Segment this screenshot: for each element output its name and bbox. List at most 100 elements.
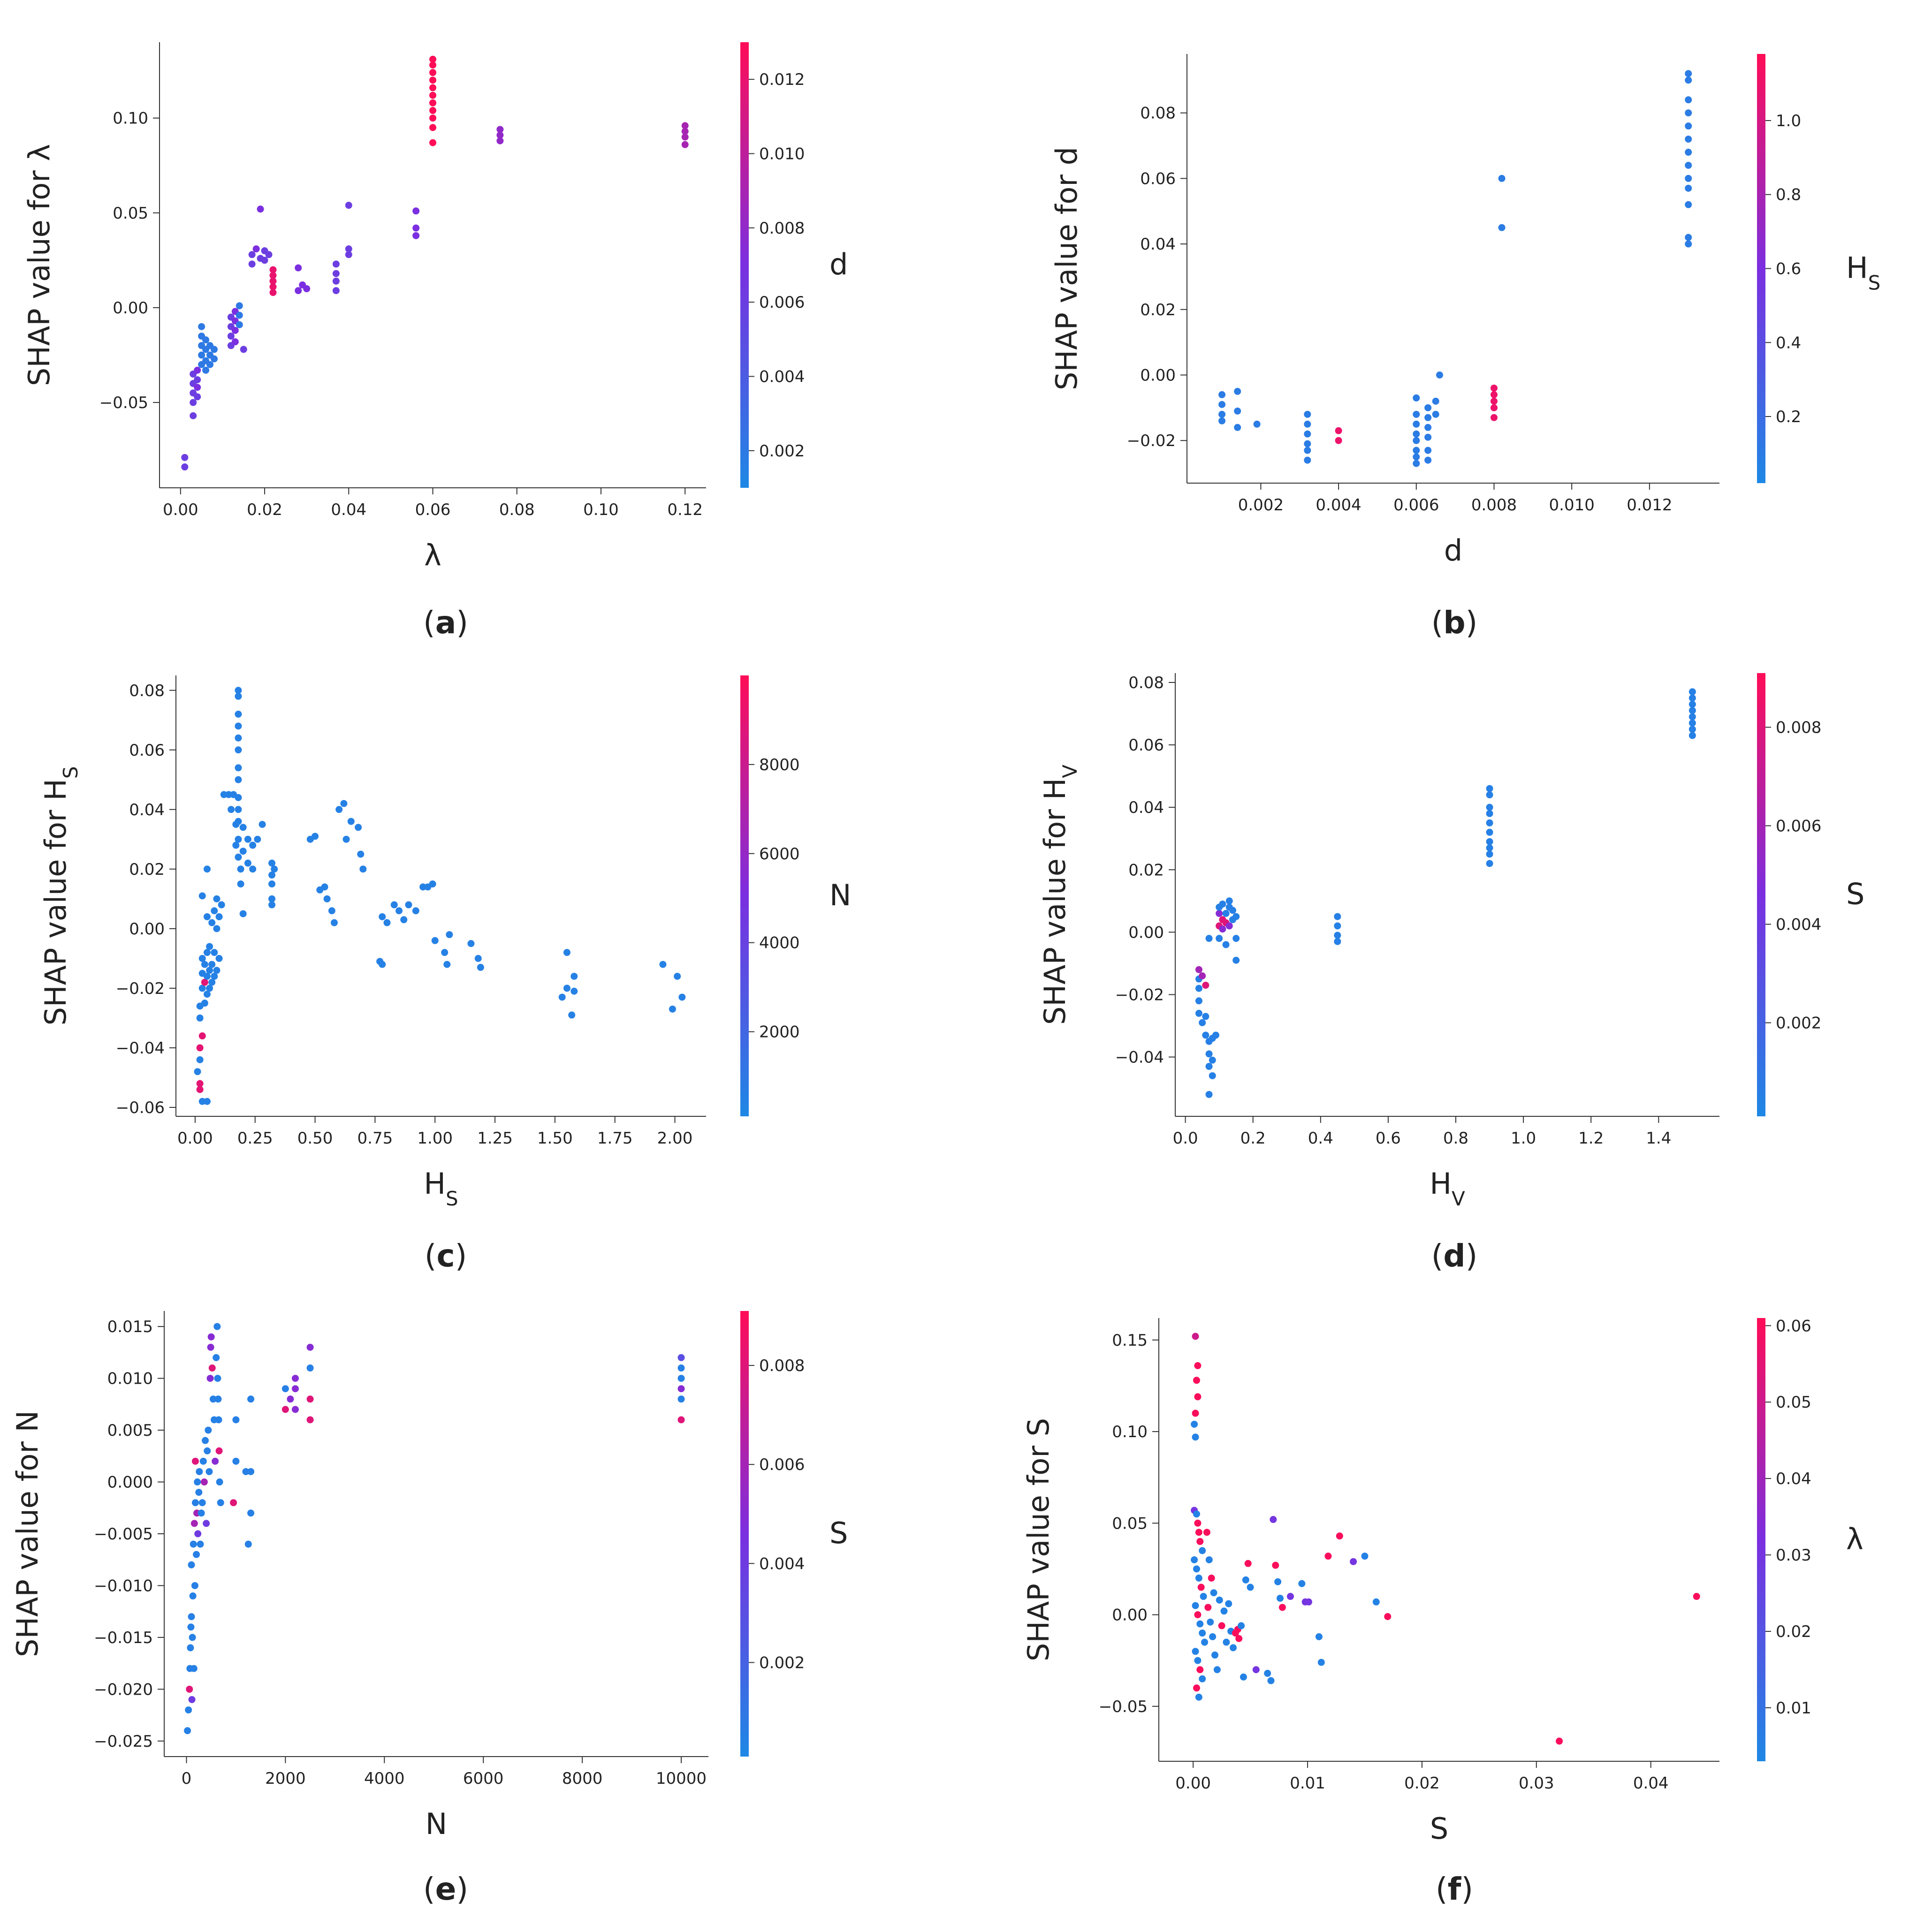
scatter-point — [1498, 224, 1506, 231]
scatter-point — [211, 355, 218, 363]
panel-label-letter: e — [435, 1871, 456, 1907]
scatter-point — [678, 993, 686, 1001]
scatter-point — [1192, 1602, 1199, 1609]
scatter-point — [1193, 1377, 1200, 1384]
scatter-point — [215, 913, 223, 920]
y-tick-label: 0.005 — [107, 1421, 153, 1440]
scatter-point — [563, 949, 570, 956]
colorbar-label: S — [1846, 877, 1864, 911]
scatter-point — [231, 326, 239, 334]
scatter-point — [213, 1323, 221, 1330]
scatter-point — [323, 895, 331, 902]
scatter-point — [268, 901, 276, 909]
scatter-point — [412, 224, 420, 232]
scatter-point — [1486, 819, 1493, 826]
scatter-point — [193, 1551, 200, 1558]
scatter-point — [269, 277, 277, 285]
scatter-point — [194, 366, 201, 374]
scatter-point — [191, 1499, 199, 1507]
scatter-point — [1209, 1056, 1216, 1064]
x-tick-label: 0.12 — [667, 500, 703, 519]
scatter-point — [379, 961, 386, 968]
colorbar-tick-label: 0.06 — [1776, 1317, 1811, 1335]
x-tick-label: 0.50 — [297, 1129, 333, 1148]
scatter-point — [1195, 1575, 1202, 1582]
scatter-point — [1196, 1666, 1204, 1674]
colorbar-tick-label: 0.05 — [1776, 1393, 1811, 1412]
scatter-point — [269, 289, 277, 296]
scatter-point — [681, 141, 689, 148]
x-tick-label: 0.06 — [415, 500, 451, 519]
panel-label-letter: c — [436, 1238, 455, 1274]
x-tick-label: 0.006 — [1393, 496, 1439, 515]
scatter-point — [194, 393, 201, 401]
scatter-point — [213, 895, 221, 902]
scatter-point — [1216, 1596, 1223, 1604]
scatter-point — [281, 1385, 289, 1393]
colorbar-tick-label: 0.8 — [1776, 186, 1801, 205]
scatter-point — [1432, 410, 1439, 418]
scatter-point — [467, 940, 475, 947]
scatter-point — [496, 126, 504, 133]
colorbar-tick-label: 0.004 — [1776, 916, 1821, 934]
scatter-point — [203, 1520, 210, 1527]
scatter-point — [1305, 1598, 1312, 1606]
scatter-point — [228, 806, 235, 813]
panel-label: (a) — [423, 605, 468, 641]
colorbar-tick-label: 0.01 — [1776, 1699, 1811, 1718]
x-tick-label: 0.75 — [357, 1129, 393, 1148]
scatter-point — [249, 865, 257, 873]
scatter-point — [232, 1416, 240, 1424]
y-tick-label: 0.015 — [107, 1318, 153, 1336]
colorbar-tick-label: 0.008 — [759, 219, 805, 238]
scatter-point — [1298, 1580, 1306, 1587]
panel-label-letter: b — [1443, 605, 1465, 641]
scatter-point — [1424, 424, 1432, 431]
scatter-point — [429, 84, 436, 91]
y-tick-label: 0.02 — [129, 860, 165, 879]
panel-label-open: ( — [1436, 1871, 1448, 1907]
scatter-point — [235, 722, 242, 730]
scatter-point — [1218, 410, 1226, 418]
scatter-point — [429, 69, 436, 76]
scatter-point — [1304, 430, 1311, 438]
x-axis-label: N — [426, 1807, 447, 1841]
scatter-point — [235, 853, 242, 861]
panel-e: 0 2000 4000 6000 8000 10000 −0.025 −0.020 −0.015… — [10, 1311, 848, 1907]
scatter-point — [1486, 838, 1493, 845]
scatter-point — [1384, 1613, 1392, 1621]
scatter-point — [1315, 1633, 1323, 1640]
scatter-point — [269, 266, 277, 273]
scatter-point — [312, 833, 319, 840]
colorbar-tick-label: 0.04 — [1776, 1470, 1811, 1488]
scatter-point — [1688, 694, 1696, 702]
scatter-point — [281, 1406, 289, 1413]
scatter-point — [1194, 1362, 1202, 1370]
y-axis-label: SHAP value for HS — [38, 766, 82, 1026]
y-tick-label: 0.06 — [1128, 736, 1164, 755]
panel-label-letter: f — [1448, 1871, 1462, 1907]
scatter-point — [1197, 1583, 1205, 1591]
scatter-point — [198, 1032, 206, 1040]
x-axis-label-main: N — [426, 1807, 447, 1841]
scatter-point — [677, 1395, 685, 1403]
scatter-point — [1685, 184, 1692, 192]
scatter-point — [355, 824, 362, 831]
scatter-point — [1232, 935, 1240, 942]
y-axis-label-main: SHAP value for λ — [22, 144, 56, 386]
y-tick-label: 0.02 — [1140, 301, 1176, 319]
scatter-point — [190, 1540, 197, 1548]
scatter-point — [328, 907, 335, 915]
scatter-point — [1413, 430, 1420, 438]
y-tick-label: 0.010 — [107, 1370, 153, 1388]
x-tick-label: 0.01 — [1290, 1774, 1325, 1793]
scatter-point — [203, 991, 211, 998]
scatter-point — [239, 910, 247, 917]
scatter-point — [1424, 447, 1432, 454]
x-axis-label-main: H — [424, 1167, 446, 1201]
y-tick-label: 0.00 — [113, 299, 148, 318]
scatter-point — [306, 1364, 314, 1372]
colorbar-tick-label: 0.008 — [1776, 719, 1821, 737]
scatter-point — [268, 859, 276, 867]
